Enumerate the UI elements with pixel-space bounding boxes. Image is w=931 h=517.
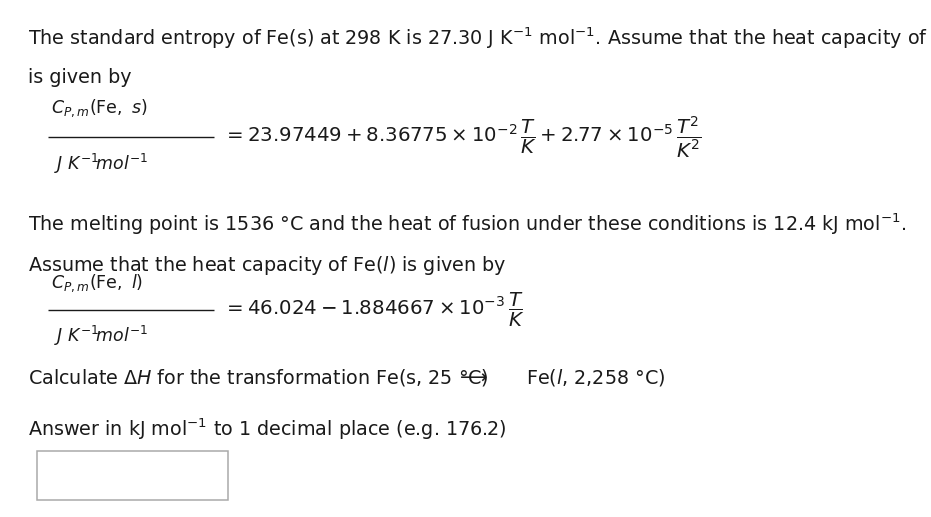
Text: Fe($l$, 2,258 °C): Fe($l$, 2,258 °C) (526, 367, 666, 388)
Text: $J\ K^{-1}\!mol^{-1}$: $J\ K^{-1}\!mol^{-1}$ (54, 152, 148, 176)
Text: $= 46.024 - 1.884667 \times 10^{-3}\,\dfrac{T}{K}$: $= 46.024 - 1.884667 \times 10^{-3}\,\df… (223, 291, 525, 329)
Text: $C_{P,m}(\mathrm{Fe,\ }l)$: $C_{P,m}(\mathrm{Fe,\ }l)$ (51, 272, 143, 294)
Text: $= 23.97449 + 8.36775 \times 10^{-2}\,\dfrac{T}{K} + 2.77 \times 10^{-5}\,\dfrac: $= 23.97449 + 8.36775 \times 10^{-2}\,\d… (223, 114, 702, 160)
Text: Answer in kJ mol$^{-1}$ to 1 decimal place (e.g. 176.2): Answer in kJ mol$^{-1}$ to 1 decimal pla… (28, 416, 506, 442)
Text: The standard entropy of Fe(s) at 298 K is 27.30 J K$^{-1}$ mol$^{-1}$. Assume th: The standard entropy of Fe(s) at 298 K i… (28, 26, 931, 51)
Text: Calculate $\Delta H$ for the transformation Fe(s, 25 °C): Calculate $\Delta H$ for the transformat… (28, 367, 489, 388)
FancyBboxPatch shape (37, 451, 228, 500)
Text: $\longrightarrow$: $\longrightarrow$ (456, 367, 489, 386)
Text: Assume that the heat capacity of Fe($l$) is given by: Assume that the heat capacity of Fe($l$)… (28, 254, 506, 277)
Text: $J\ K^{-1}\!mol^{-1}$: $J\ K^{-1}\!mol^{-1}$ (54, 324, 148, 348)
Text: The melting point is 1536 °C and the heat of fusion under these conditions is 12: The melting point is 1536 °C and the hea… (28, 212, 907, 237)
Text: is given by: is given by (28, 68, 131, 87)
Text: $C_{P,m}(\mathrm{Fe,\ }s)$: $C_{P,m}(\mathrm{Fe,\ }s)$ (51, 98, 148, 119)
